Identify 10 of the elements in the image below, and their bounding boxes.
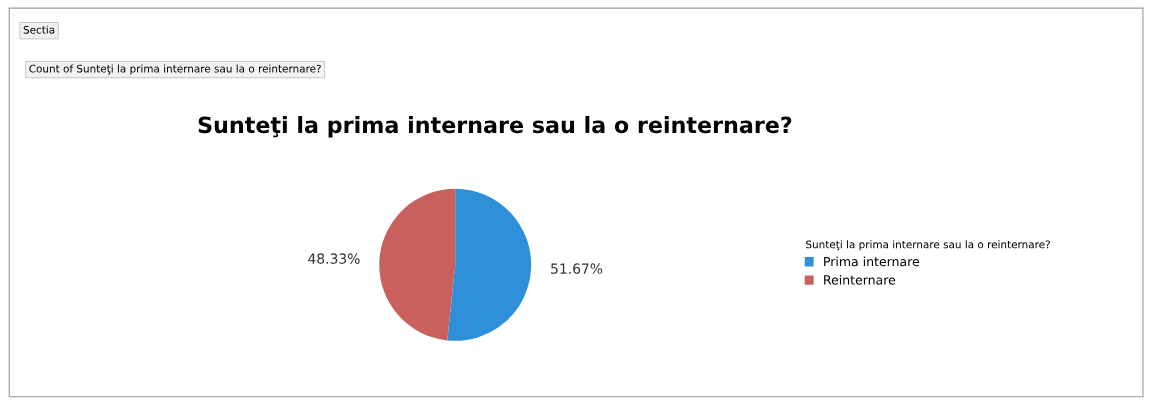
legend-label: Reinternare xyxy=(824,274,896,285)
text: Count of Sunteţi la prima internare sau la o reinternare? xyxy=(29,64,321,75)
chart-title: Sunteţi la prima internare sau la o reinternare? xyxy=(198,116,792,138)
text: Sectia xyxy=(23,25,55,34)
data-label: 51.67% xyxy=(551,263,603,274)
pie-slice xyxy=(379,188,456,341)
data-label: 48.33% xyxy=(308,253,360,264)
pie-slice xyxy=(447,188,532,341)
legend-label: Prima internare xyxy=(824,256,920,267)
legend-title: Sunteţi la prima internare sau la o reinternare? xyxy=(806,240,1050,251)
